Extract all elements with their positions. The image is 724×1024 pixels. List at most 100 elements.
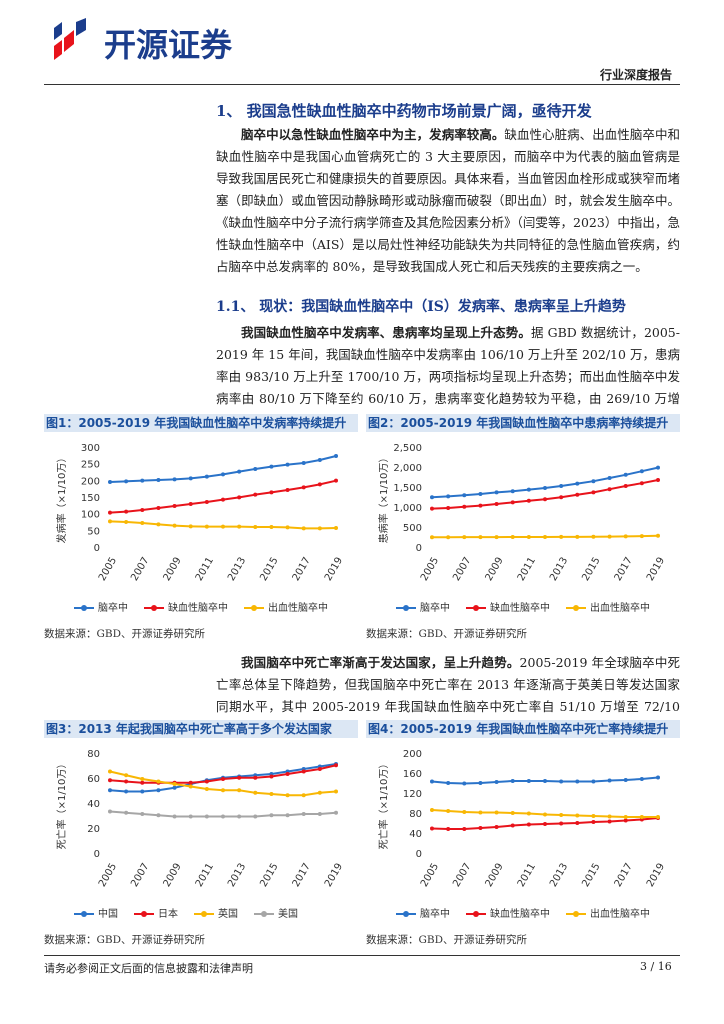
- x-tick-label: 2019: [323, 556, 345, 584]
- figure-title: 图4：2005-2019 年我国缺血性脑卒中死亡率持续提升: [366, 720, 680, 738]
- legend-marker: [473, 605, 479, 611]
- y-tick-label: 250: [81, 460, 100, 471]
- point: [172, 814, 177, 819]
- point: [591, 820, 596, 824]
- point: [559, 821, 564, 826]
- point: [301, 769, 306, 774]
- point: [269, 464, 274, 469]
- point: [462, 493, 467, 498]
- point: [317, 812, 322, 816]
- point: [543, 812, 547, 817]
- point: [639, 469, 644, 474]
- point: [108, 809, 112, 814]
- point: [156, 779, 161, 784]
- point: [317, 526, 322, 531]
- point: [526, 498, 531, 503]
- legend-marker: [473, 911, 479, 917]
- y-tick-label: 40: [87, 799, 100, 810]
- point: [591, 779, 596, 784]
- point: [430, 535, 434, 540]
- point: [559, 484, 564, 488]
- point: [591, 814, 596, 818]
- legend-marker: [81, 911, 87, 917]
- point: [607, 534, 612, 539]
- y-tick-label: 500: [403, 523, 422, 534]
- point: [285, 462, 290, 467]
- point: [607, 778, 612, 783]
- point: [446, 494, 451, 499]
- point: [140, 812, 145, 816]
- x-tick-label: 2017: [291, 862, 313, 890]
- x-tick-label: 2009: [484, 862, 506, 890]
- point: [462, 810, 467, 814]
- point: [237, 469, 242, 474]
- point: [543, 822, 547, 826]
- figure-title: 图3：2013 年起我国脑卒中死亡率高于多个发达国家: [44, 720, 358, 738]
- x-tick-label: 2015: [580, 556, 602, 584]
- legend-label: 出血性脑卒中: [590, 907, 650, 920]
- point: [543, 497, 547, 502]
- point: [140, 780, 145, 785]
- y-axis-title: 发病率（×1/10万）: [55, 453, 68, 544]
- x-tick-label: 2005: [97, 556, 119, 584]
- legend-marker: [141, 911, 147, 917]
- point: [446, 506, 451, 510]
- legend-marker: [81, 605, 87, 611]
- legend-label: 脑卒中: [420, 601, 450, 614]
- series-line: [109, 455, 337, 483]
- point: [253, 492, 258, 497]
- point: [124, 479, 129, 484]
- point: [559, 495, 564, 500]
- point: [204, 814, 209, 819]
- point: [526, 811, 531, 816]
- point: [656, 775, 660, 780]
- point: [478, 826, 483, 830]
- legend-marker: [403, 605, 409, 611]
- point: [124, 810, 129, 815]
- paragraph-text: 缺血性心脏病、出血性脑卒中和缺血性脑卒中是我国心血管病死亡的 3 大主要原因，而…: [216, 127, 680, 274]
- point: [237, 495, 242, 500]
- point: [494, 490, 499, 495]
- point: [124, 779, 129, 784]
- point: [543, 486, 547, 490]
- x-tick-label: 2015: [580, 862, 602, 890]
- point: [446, 809, 451, 813]
- x-tick-label: 2007: [129, 556, 151, 584]
- point: [269, 490, 274, 495]
- x-tick-label: 2007: [129, 862, 151, 890]
- x-tick-label: 2009: [162, 556, 184, 584]
- point: [237, 814, 242, 819]
- paragraph: 我国缺血性脑卒中发病率、患病率均呈现上升态势。据 GBD 数据统计，2005-2…: [216, 322, 680, 432]
- point: [108, 769, 112, 774]
- point: [301, 485, 306, 490]
- point: [334, 478, 338, 483]
- point: [156, 522, 161, 527]
- point: [140, 521, 145, 525]
- legend-label: 出血性脑卒中: [590, 601, 650, 614]
- point: [334, 526, 338, 530]
- point: [526, 487, 531, 492]
- legend-marker: [573, 605, 579, 611]
- logo-mark: [54, 18, 86, 60]
- y-tick-label: 200: [81, 476, 100, 487]
- point: [430, 826, 434, 831]
- y-tick-label: 100: [81, 510, 100, 521]
- point: [269, 774, 274, 779]
- x-tick-label: 2009: [162, 862, 184, 890]
- figure-source: 数据来源：GBD、开源证券研究所: [366, 934, 528, 946]
- x-tick-label: 2009: [484, 556, 506, 584]
- point: [172, 504, 177, 508]
- legend-marker: [151, 605, 157, 611]
- point: [172, 523, 177, 528]
- x-tick-label: 2017: [613, 862, 635, 890]
- paragraph-text: 据 GBD 数据统计，2005-2019 年 15 年间，我国缺血性脑卒中发病率…: [216, 325, 680, 428]
- point: [285, 772, 290, 776]
- point: [510, 823, 515, 828]
- legend-label: 脑卒中: [420, 907, 450, 920]
- point: [639, 481, 644, 486]
- point: [607, 487, 612, 492]
- point: [237, 775, 242, 780]
- legend-label: 中国: [98, 907, 118, 920]
- legend-label: 英国: [218, 907, 238, 920]
- point: [575, 813, 580, 818]
